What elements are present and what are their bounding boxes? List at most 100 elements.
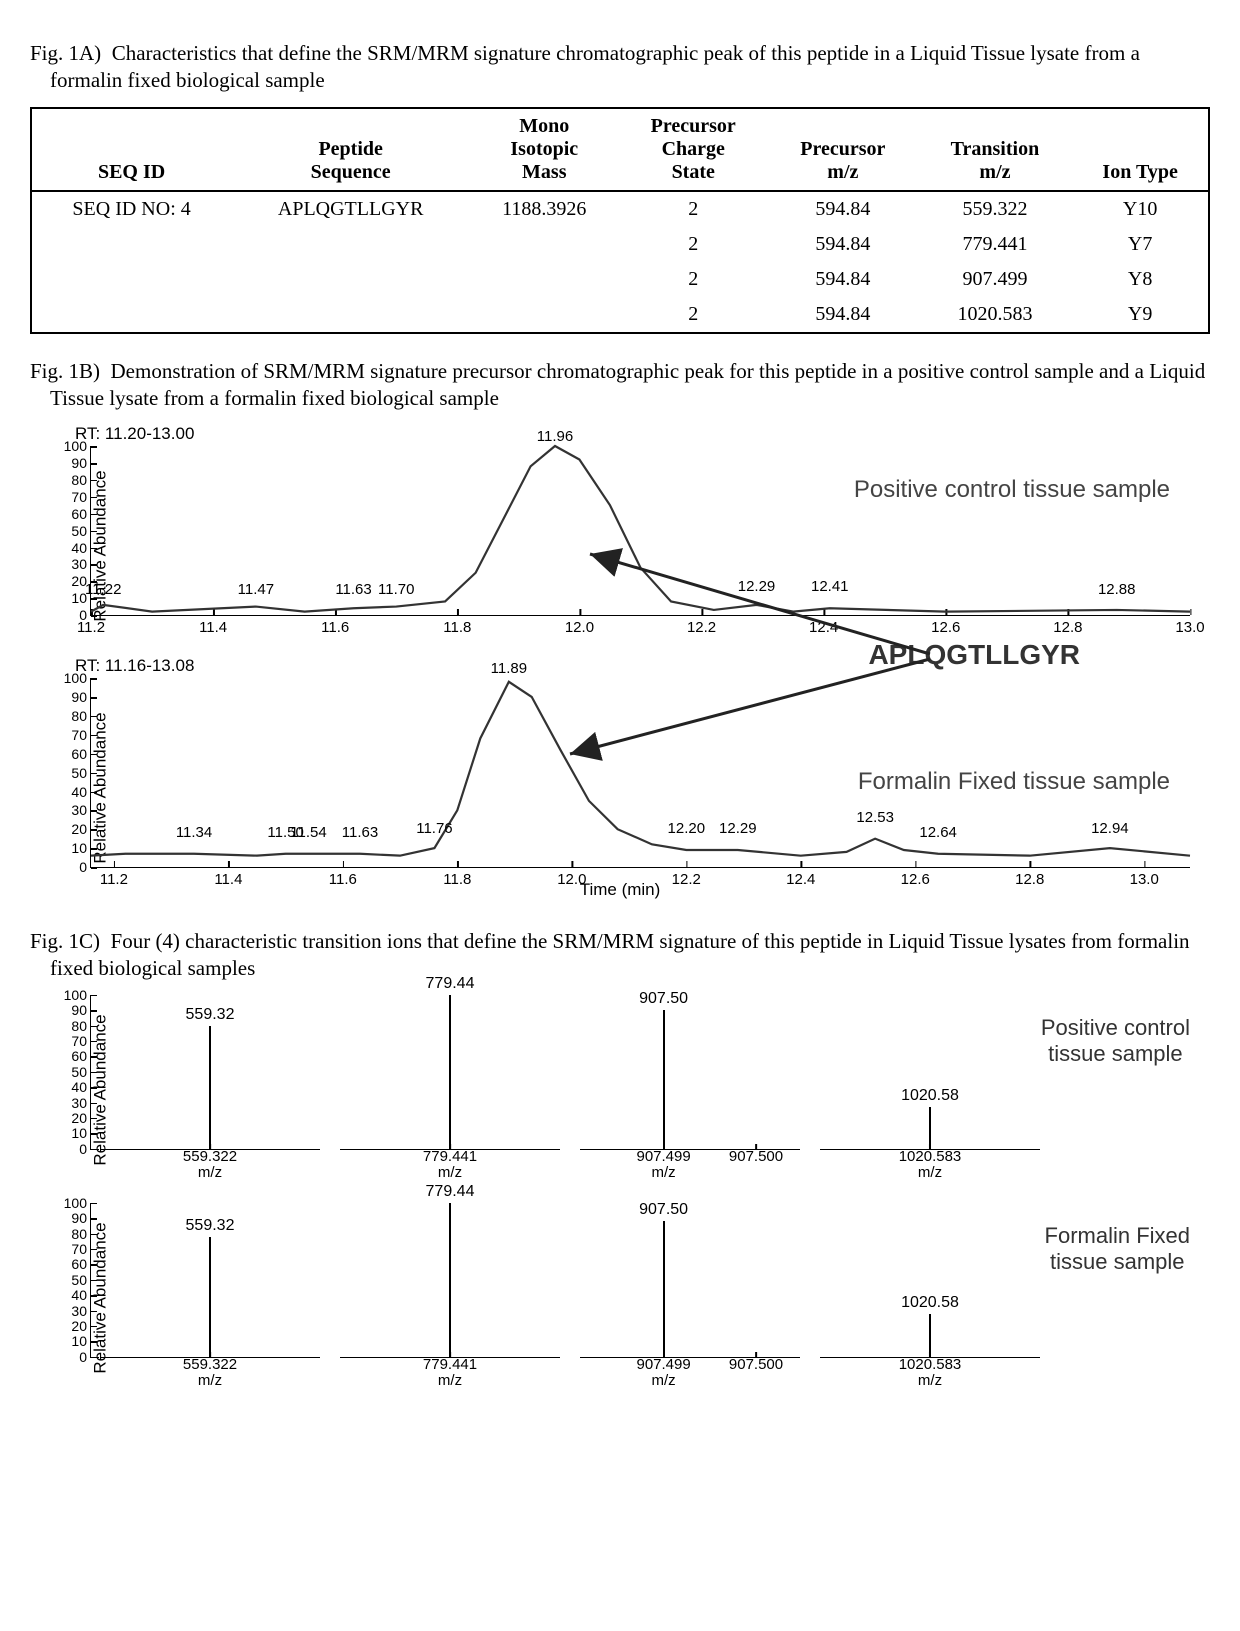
y-tick: 40 — [71, 1079, 91, 1095]
x-tick: 12.2 — [672, 867, 701, 888]
table-cell: 594.84 — [768, 262, 918, 297]
rt-range-label: RT: 11.20-13.00 — [75, 424, 1210, 444]
chromatogram-group: RT: 11.20-13.00Relative Abundance0102030… — [30, 424, 1210, 898]
table-cell: 2 — [618, 262, 768, 297]
x-tick: 11.6 — [329, 867, 357, 888]
ion-peak-label: 559.32 — [186, 1217, 235, 1237]
y-tick: 70 — [71, 489, 91, 505]
table-cell: 559.322 — [918, 191, 1073, 227]
ion-peak-label: 907.50 — [639, 1201, 688, 1221]
table-cell: SEQ ID NO: 4 — [31, 191, 231, 227]
table-cell: APLQGTLLGYR — [231, 191, 470, 227]
mz-tick: 779.441m/z — [423, 1357, 477, 1390]
ion-bar — [929, 1107, 931, 1149]
rt-annotation: 11.22 — [85, 581, 121, 598]
table-header: Transitionm/z — [918, 108, 1073, 191]
y-tick: 0 — [79, 1141, 91, 1157]
y-tick: 80 — [71, 708, 91, 724]
table-cell — [31, 297, 231, 333]
x-tick: 11.2 — [77, 615, 105, 636]
rt-annotation: 12.88 — [1098, 581, 1136, 598]
y-tick: 70 — [71, 727, 91, 743]
table-cell: 779.441 — [918, 227, 1073, 262]
rt-annotation: 12.29 — [719, 820, 757, 837]
y-tick: 50 — [71, 523, 91, 539]
mz-tick: 907.499m/z — [636, 1149, 690, 1182]
spectrum-subplot: 907.50907.499m/z907.500 — [580, 995, 800, 1150]
x-tick: 12.2 — [687, 615, 716, 636]
y-tick: 60 — [71, 506, 91, 522]
table-cell: 2 — [618, 297, 768, 333]
table-cell — [470, 227, 618, 262]
y-axis: 0102030405060708090100 — [90, 1203, 99, 1358]
y-tick: 80 — [71, 472, 91, 488]
ion-peak-label: 559.32 — [186, 1006, 235, 1026]
y-tick: 60 — [71, 1048, 91, 1064]
table-header: PrecursorChargeState — [618, 108, 768, 191]
y-tick: 50 — [71, 765, 91, 781]
mz-tick: 559.322m/z — [183, 1149, 237, 1182]
y-tick: 0 — [79, 1349, 91, 1365]
x-tick: 13.0 — [1130, 867, 1159, 888]
y-tick: 30 — [71, 1095, 91, 1111]
y-tick: 100 — [64, 1195, 91, 1211]
table-cell: 594.84 — [768, 297, 918, 333]
table-row: 2594.84907.499Y8 — [31, 262, 1209, 297]
rt-annotation: 12.94 — [1091, 820, 1129, 837]
table-header: Precursorm/z — [768, 108, 918, 191]
ion-bar — [449, 995, 451, 1149]
ion-bar — [209, 1237, 211, 1357]
y-tick: 20 — [71, 1318, 91, 1334]
table-cell — [470, 262, 618, 297]
y-tick: 80 — [71, 1018, 91, 1034]
y-tick: 90 — [71, 1002, 91, 1018]
table-cell: Y10 — [1072, 191, 1209, 227]
fig1c-lead: Fig. 1C) — [30, 929, 100, 953]
spectrum-subplot: 779.44779.441m/z — [340, 995, 560, 1150]
mz-tick: 907.499m/z — [636, 1357, 690, 1390]
table-cell — [31, 227, 231, 262]
x-tick: 11.8 — [443, 615, 471, 636]
ion-peak-label: 907.50 — [639, 990, 688, 1010]
fig1a-caption: Fig. 1A) Characteristics that define the… — [30, 40, 1210, 95]
table-cell: 1188.3926 — [470, 191, 618, 227]
peptide-table: SEQ IDPeptideSequenceMonoIsotopicMassPre… — [30, 107, 1210, 334]
table-cell — [470, 297, 618, 333]
rt-annotation: 11.70 — [378, 581, 414, 598]
sample-type-label: Formalin Fixedtissue sample — [1045, 1223, 1190, 1276]
fig1c-text: Four (4) characteristic transition ions … — [50, 929, 1190, 980]
sample-type-label: Positive controltissue sample — [1041, 1015, 1190, 1068]
rt-annotation: 11.76 — [416, 820, 452, 837]
rt-annotation: 12.53 — [856, 809, 894, 826]
rt-annotation: 11.63 — [335, 581, 371, 598]
fig1a-lead: Fig. 1A) — [30, 41, 101, 65]
y-tick: 50 — [71, 1064, 91, 1080]
rt-annotation: 11.63 — [342, 824, 378, 841]
x-tick: 13.0 — [1175, 615, 1204, 636]
chromatogram-panel: Relative Abundance0102030405060708090100… — [30, 678, 1210, 898]
table-header: MonoIsotopicMass — [470, 108, 618, 191]
ion-bar — [209, 1026, 211, 1149]
fig1a-text: Characteristics that define the SRM/MRM … — [50, 41, 1140, 92]
spectrum-subplot: 907.50907.499m/z907.500 — [580, 1203, 800, 1358]
table-row: 2594.84779.441Y7 — [31, 227, 1209, 262]
y-axis: 0102030405060708090100 — [90, 995, 99, 1150]
table-cell — [231, 297, 470, 333]
spectrum-subplot: 779.44779.441m/z — [340, 1203, 560, 1358]
x-tick: 12.6 — [931, 615, 960, 636]
y-tick: 70 — [71, 1241, 91, 1257]
mz-tick: 1020.583m/z — [899, 1149, 962, 1182]
rt-annotation: 12.64 — [919, 824, 957, 841]
table-cell: Y8 — [1072, 262, 1209, 297]
y-tick: 90 — [71, 689, 91, 705]
y-tick: 40 — [71, 540, 91, 556]
spectrum-subplot: 1020.581020.583m/z — [820, 995, 1040, 1150]
y-tick: 0 — [79, 859, 91, 875]
fig1b-text: Demonstration of SRM/MRM signature precu… — [50, 359, 1205, 410]
x-tick: 11.4 — [199, 615, 227, 636]
table-header: SEQ ID — [31, 108, 231, 191]
y-tick: 20 — [71, 1110, 91, 1126]
table-cell: 2 — [618, 191, 768, 227]
rt-annotation: 12.29 — [738, 578, 776, 595]
y-tick: 80 — [71, 1226, 91, 1242]
